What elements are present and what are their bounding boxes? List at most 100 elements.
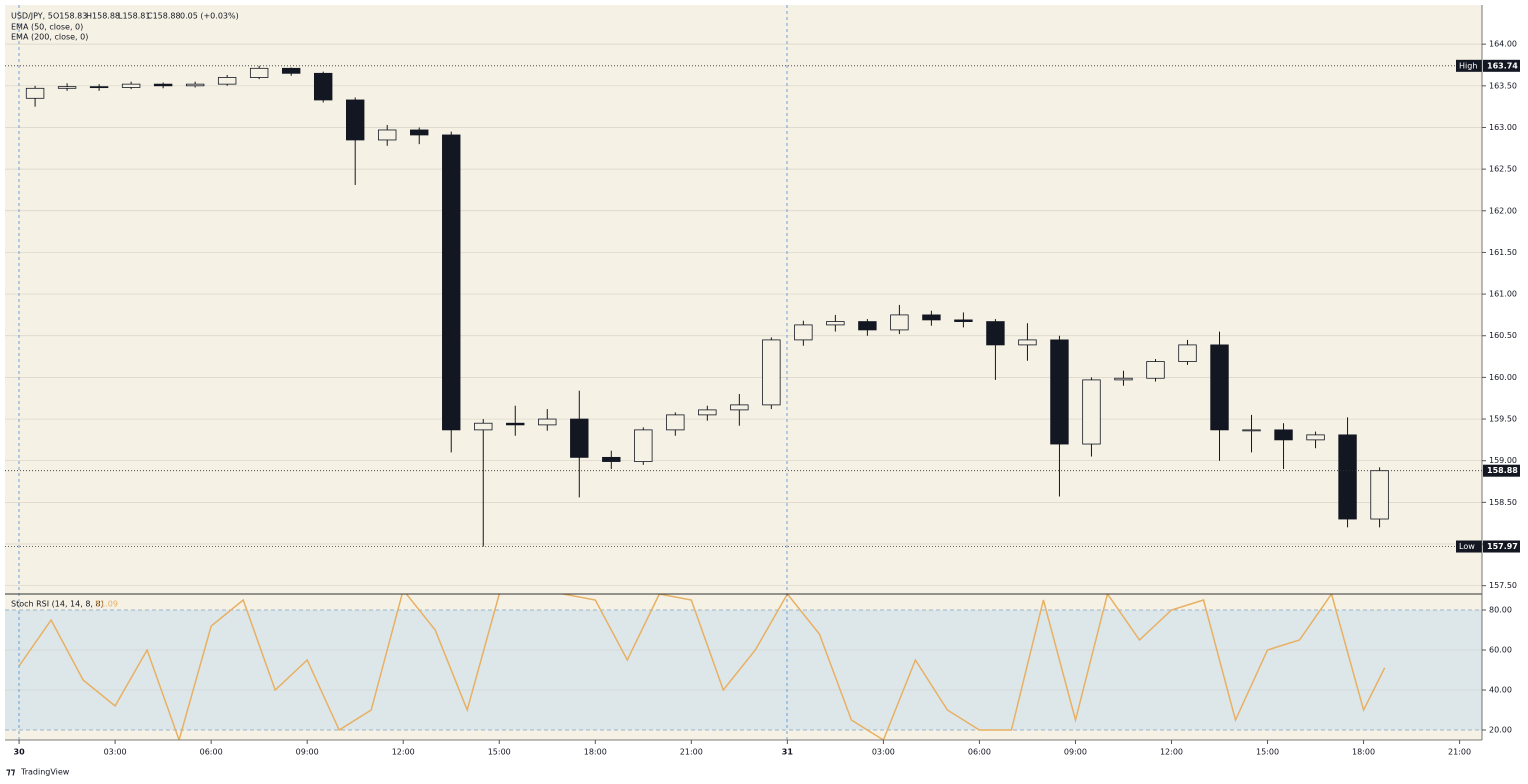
candle-body	[410, 129, 429, 136]
candle-body	[1242, 429, 1261, 432]
candle-body	[57, 86, 77, 89]
y-tick-label: 164.00	[1489, 40, 1517, 49]
y-tick-label: 163.50	[1489, 81, 1517, 90]
y-tick-label: 40.00	[1489, 686, 1512, 695]
brand: ⁊⁊ TradingView	[6, 768, 70, 778]
price-tag-name-box	[1456, 540, 1482, 553]
candle-body	[858, 321, 877, 331]
candle-body	[506, 422, 525, 426]
candle-body	[666, 414, 685, 431]
candle-body	[185, 83, 205, 87]
price-tag-name: High	[1459, 61, 1477, 70]
candle-body	[1018, 339, 1037, 346]
x-tick-label: 15:00	[488, 748, 511, 757]
candle-body	[121, 83, 141, 88]
candle-body	[89, 86, 109, 89]
x-tick-label: 03:00	[104, 748, 127, 757]
y-tick-label: 20.00	[1489, 726, 1512, 735]
candle-body	[538, 418, 557, 426]
candle-body	[1050, 339, 1069, 445]
x-tick-label: 09:00	[1064, 748, 1087, 757]
price-tag-label: 158.88	[1487, 466, 1518, 475]
candle-body	[634, 429, 653, 462]
indicator: EMA (50, close, 0)	[11, 23, 83, 32]
y-tick-label: 160.00	[1489, 373, 1517, 382]
candle-body	[474, 422, 493, 431]
y-tick-label: 162.00	[1489, 206, 1517, 215]
x-tick-label: 21:00	[1448, 748, 1471, 757]
price-tag-name: Low	[1459, 542, 1475, 551]
x-tick-label: 06:00	[968, 748, 991, 757]
y-tick-label: 159.50	[1489, 415, 1517, 424]
x-tick-label: 18:00	[584, 748, 607, 757]
candle-body	[217, 77, 237, 85]
y-tick-label: 80.00	[1489, 606, 1512, 615]
price-tag	[1483, 540, 1520, 553]
y-tick-label: 161.00	[1489, 290, 1517, 299]
candle-body	[1338, 434, 1357, 520]
candle-body	[1146, 361, 1165, 379]
stoch-title: Stoch RSI (14, 14, 8, 8)	[11, 600, 104, 609]
candle-body	[25, 87, 45, 99]
candle-body	[826, 321, 845, 326]
ohlc-open: O158.83	[53, 12, 87, 21]
price-tag-label: 157.97	[1487, 542, 1518, 551]
candle-body	[954, 319, 973, 322]
candle-body	[762, 339, 781, 406]
candle-body	[986, 321, 1005, 346]
price-tag	[1483, 464, 1520, 477]
x-tick-label: 31	[782, 748, 794, 757]
y-tick-label: 157.50	[1489, 581, 1517, 590]
x-tick-label: 12:00	[392, 748, 415, 757]
x-tick-label: 12:00	[1160, 748, 1183, 757]
candle-body	[602, 456, 621, 462]
price-tag-name-box	[1456, 59, 1482, 72]
candles	[25, 65, 1389, 547]
candle-body	[1178, 344, 1197, 362]
y-tick-label: 161.50	[1489, 248, 1517, 257]
x-tick-label: 06:00	[200, 748, 223, 757]
x-tick-label: 21:00	[680, 748, 703, 757]
x-tick-label: 18:00	[1352, 748, 1375, 757]
legend: USD/JPY, 5 O158.83 H158.88 L158.81 C158.…	[11, 12, 239, 609]
y-tick-label: 60.00	[1489, 646, 1512, 655]
indicator: EMA (200, close, 0)	[11, 33, 88, 42]
brand-name: TradingView	[20, 768, 70, 777]
price-tag	[1483, 59, 1520, 72]
candle-body	[794, 324, 813, 341]
candle-body	[153, 83, 173, 87]
candle-body	[922, 314, 941, 321]
change: 0.05 (+0.03%)	[180, 12, 239, 21]
x-tick-label: 15:00	[1256, 748, 1279, 757]
stoch-line	[18, 594, 1386, 740]
y-tick-label: 163.00	[1489, 123, 1517, 132]
y-tick-label: 159.00	[1489, 456, 1517, 465]
candle-body	[1210, 344, 1229, 431]
ohlc-low: L158.81	[118, 12, 150, 21]
candle-body	[249, 67, 269, 78]
candle-body	[378, 129, 397, 141]
candle-body	[281, 67, 301, 74]
logo: ⁊⁊	[6, 768, 16, 778]
stoch-band	[5, 610, 1482, 730]
candle-body	[698, 409, 717, 416]
y-tick-label: 160.50	[1489, 331, 1517, 340]
y-tick-label: 162.50	[1489, 165, 1517, 174]
candle-body	[442, 134, 461, 431]
candle-body	[1370, 470, 1389, 520]
y-tick-label: 158.50	[1489, 498, 1517, 507]
x-tick-label: 30	[14, 748, 26, 757]
candle-body	[1082, 379, 1101, 445]
candle-body	[1114, 377, 1133, 381]
candle-body	[890, 314, 909, 331]
symbol: USD/JPY, 5	[11, 12, 53, 21]
x-tick-label: 09:00	[296, 748, 319, 757]
x-tick-label: 03:00	[872, 748, 895, 757]
candle-body	[1306, 434, 1325, 441]
candle-body	[570, 418, 589, 458]
candle-body	[1274, 429, 1293, 441]
candle-body	[346, 99, 365, 141]
ohlc-close: C158.88	[147, 12, 181, 21]
